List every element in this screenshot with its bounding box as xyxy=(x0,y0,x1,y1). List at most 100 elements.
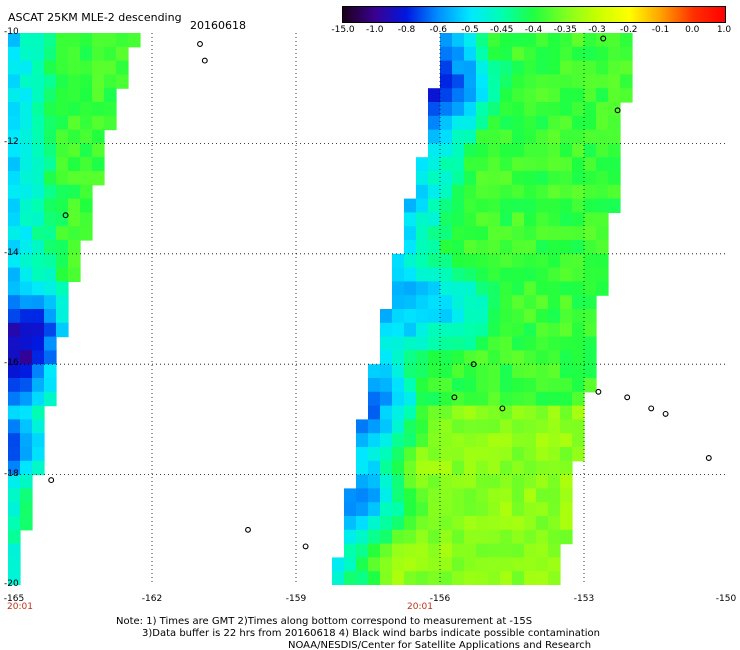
wind-cell xyxy=(452,309,465,324)
wind-cell xyxy=(464,184,477,200)
wind-cell xyxy=(44,350,57,365)
wind-cell xyxy=(68,60,81,75)
wind-cell xyxy=(452,115,465,131)
wind-cell xyxy=(80,171,93,186)
wind-cell xyxy=(524,33,537,48)
wind-cell xyxy=(440,102,453,117)
wind-cell xyxy=(536,102,549,117)
wind-cell xyxy=(572,281,585,296)
wind-cell xyxy=(536,322,549,338)
wind-cell xyxy=(512,198,525,213)
wind-cell xyxy=(440,378,453,393)
wind-cell xyxy=(572,115,585,131)
wind-cell xyxy=(8,184,21,200)
wind-cell xyxy=(452,447,465,462)
wind-cell xyxy=(452,433,465,448)
wind-cell xyxy=(20,267,33,282)
wind-cell xyxy=(560,171,573,186)
wind-cell xyxy=(392,391,405,407)
wind-cell xyxy=(8,240,21,255)
wind-cell xyxy=(512,295,525,310)
wind-cell xyxy=(500,143,513,158)
wind-cell xyxy=(440,502,453,517)
wind-cell xyxy=(620,60,633,75)
wind-cell xyxy=(536,198,549,213)
wind-cell xyxy=(500,184,513,200)
wind-cell xyxy=(428,309,441,324)
wind-cell xyxy=(416,529,429,545)
lon-tick-label: -156 xyxy=(429,594,451,604)
wind-cell xyxy=(500,198,513,213)
wind-cell xyxy=(536,281,549,296)
wind-cell xyxy=(512,281,525,296)
wind-cell xyxy=(440,143,453,158)
wind-cell xyxy=(428,322,441,338)
wind-cell xyxy=(596,171,609,186)
wind-cell xyxy=(488,240,501,255)
wind-cell xyxy=(452,336,465,351)
lat-tick-label: -18 xyxy=(4,468,19,479)
wind-cell xyxy=(20,364,33,379)
time-label-west: 20:01 xyxy=(7,602,33,612)
wind-cell xyxy=(500,157,513,172)
wind-cell xyxy=(512,171,525,186)
wind-cell xyxy=(512,419,525,434)
wind-cell xyxy=(380,557,393,572)
island-outline xyxy=(302,543,309,550)
wind-cell xyxy=(548,212,561,227)
wind-cell xyxy=(440,198,453,213)
wind-cell xyxy=(452,364,465,379)
wind-cell xyxy=(56,322,69,338)
wind-cell xyxy=(488,143,501,158)
wind-cell xyxy=(404,226,417,241)
wind-cell xyxy=(44,184,57,200)
wind-cell xyxy=(512,33,525,48)
wind-cell xyxy=(56,102,69,117)
wind-cell xyxy=(116,46,129,62)
wind-cell xyxy=(32,46,45,62)
wind-cell xyxy=(488,460,501,476)
wind-cell xyxy=(440,157,453,172)
wind-cell xyxy=(8,198,21,213)
wind-cell xyxy=(488,295,501,310)
wind-cell xyxy=(488,529,501,545)
wind-cell xyxy=(56,226,69,241)
wind-cell xyxy=(500,226,513,241)
wind-cell xyxy=(344,516,357,531)
wind-cell xyxy=(524,378,537,393)
wind-cell xyxy=(488,60,501,75)
wind-cell xyxy=(416,405,429,420)
wind-cell xyxy=(464,433,477,448)
wind-cell xyxy=(584,253,597,269)
wind-cell xyxy=(44,143,57,158)
wind-cell xyxy=(536,60,549,75)
wind-cell xyxy=(380,543,393,558)
wind-cell xyxy=(416,364,429,379)
wind-cell xyxy=(560,391,573,407)
wind-cell xyxy=(92,102,105,117)
wind-cell xyxy=(92,33,105,48)
wind-cell xyxy=(560,460,573,476)
wind-cell xyxy=(404,267,417,282)
footer-credit: NOAA/NESDIS/Center for Satellite Applica… xyxy=(288,640,592,650)
wind-cell xyxy=(344,488,357,503)
wind-cell xyxy=(356,488,369,503)
wind-cell xyxy=(572,46,585,62)
wind-cell xyxy=(548,253,561,269)
wind-cell xyxy=(500,295,513,310)
wind-cell xyxy=(512,405,525,420)
wind-cell xyxy=(464,157,477,172)
wind-cell xyxy=(548,143,561,158)
wind-cell xyxy=(464,488,477,503)
wind-cell xyxy=(464,502,477,517)
wind-cell xyxy=(356,557,369,572)
wind-cell xyxy=(56,88,69,103)
wind-cell xyxy=(488,309,501,324)
wind-cell xyxy=(20,502,33,517)
wind-cell xyxy=(536,557,549,572)
wind-cell xyxy=(560,350,573,365)
wind-cell xyxy=(32,253,45,269)
wind-cell xyxy=(392,253,405,269)
wind-cell xyxy=(356,502,369,517)
wind-cell xyxy=(500,60,513,75)
